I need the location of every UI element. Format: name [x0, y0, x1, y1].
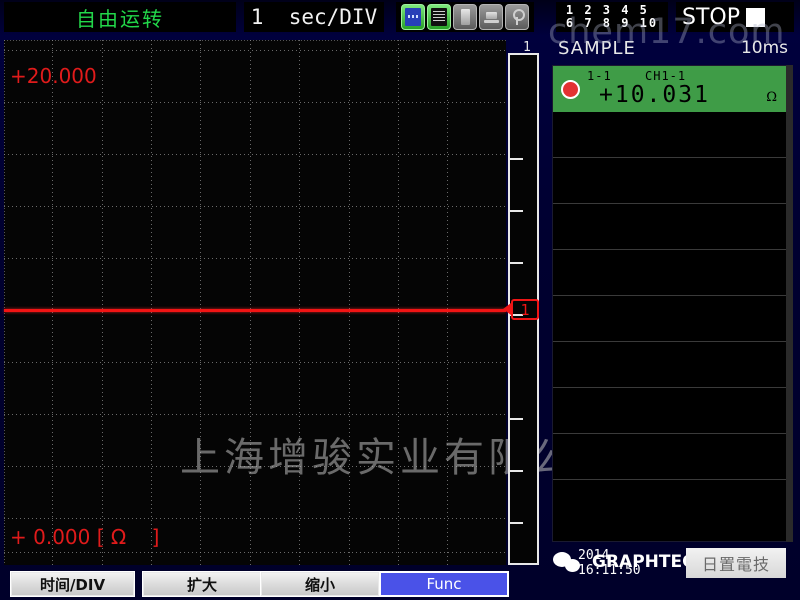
channel-row-empty[interactable] [553, 342, 791, 388]
channel-list-scrollbar[interactable] [786, 65, 793, 542]
channel-row-empty[interactable] [553, 388, 791, 434]
channel-value: +10.031 [599, 82, 710, 108]
soft-key-bar: 时间/DIV 扩大 缩小 Func [0, 568, 545, 600]
channel-row-empty[interactable] [553, 296, 791, 342]
channel-number-indicator[interactable]: 1 2 3 4 5 6 7 8 9 10 [556, 2, 668, 32]
channel-row-empty[interactable] [553, 112, 791, 158]
y-axis-min-label: + 0.000 [ Ω ] [10, 525, 160, 549]
footer-timestamp-date: 2014 [578, 548, 610, 563]
softkey-time-per-div[interactable]: 时间/DIV [10, 571, 135, 597]
time-per-div-cell[interactable]: 1 sec/DIV [244, 2, 384, 32]
channel-unit: Ω [766, 90, 777, 105]
channel-unit-id: 1-1 [587, 69, 612, 83]
channel-row-empty[interactable] [553, 158, 791, 204]
waveform-plot-area[interactable]: +20.000 + 0.000 [ Ω ] [4, 40, 506, 565]
channel-numbers-row-1: 1 2 3 4 5 [565, 3, 649, 17]
sample-info-row: SAMPLE 10ms [556, 36, 796, 60]
footer-badge: 日置電技 [686, 548, 786, 578]
softkey-zoom-out[interactable]: 缩小 [260, 571, 380, 597]
cursor-marker-1[interactable]: 1 [511, 299, 539, 320]
y-axis-max-label: +20.000 [10, 64, 97, 88]
run-status-label: STOP [682, 4, 740, 30]
sample-rate-label: 10ms [740, 38, 788, 58]
scale-strip-label: 1 [523, 40, 531, 55]
run-status-cell[interactable]: STOP [676, 2, 794, 32]
cursor-arrow-icon [503, 303, 511, 315]
channel-color-dot-icon [561, 80, 580, 99]
channel-1-trace [4, 309, 506, 312]
channel-row-active[interactable]: 1-1 CH1-1 +10.031 Ω [553, 66, 791, 112]
channel-row-empty[interactable] [553, 250, 791, 296]
softkey-zoom-in[interactable]: 扩大 [142, 571, 262, 597]
key-icon[interactable] [505, 4, 529, 30]
softkey-func[interactable]: Func [379, 571, 509, 597]
display-list-icon[interactable] [427, 4, 451, 30]
acquisition-mode-cell[interactable]: 自由运转 [4, 2, 236, 32]
stop-square-icon [746, 7, 765, 27]
time-per-div-label: 1 sec/DIV [250, 5, 378, 29]
display-waveform-icon[interactable] [401, 4, 425, 30]
brand-label: GRAPHTEC [592, 552, 695, 572]
footer-timestamp-time: 16:11:50 [578, 563, 641, 578]
mode-icon-row [396, 2, 534, 32]
top-status-bar: 自由运转 1 sec/DIV 1 2 3 4 5 6 7 8 9 10 STOP [0, 0, 800, 33]
sample-label: SAMPLE [558, 37, 636, 59]
battery-icon[interactable] [453, 4, 477, 30]
channel-row-empty[interactable] [553, 204, 791, 250]
footer-timestamp: 2014 16:11:50 [578, 548, 641, 578]
channel-list-panel[interactable]: 1-1 CH1-1 +10.031 Ω [552, 65, 792, 542]
channel-row-empty[interactable] [553, 480, 791, 526]
channel-numbers-row-2: 6 7 8 9 10 [565, 16, 659, 30]
laptop-icon[interactable] [479, 4, 503, 30]
acquisition-mode-label: 自由运转 [76, 6, 164, 31]
channel-name: CH1-1 [645, 69, 687, 83]
channel-row-empty[interactable] [553, 434, 791, 480]
